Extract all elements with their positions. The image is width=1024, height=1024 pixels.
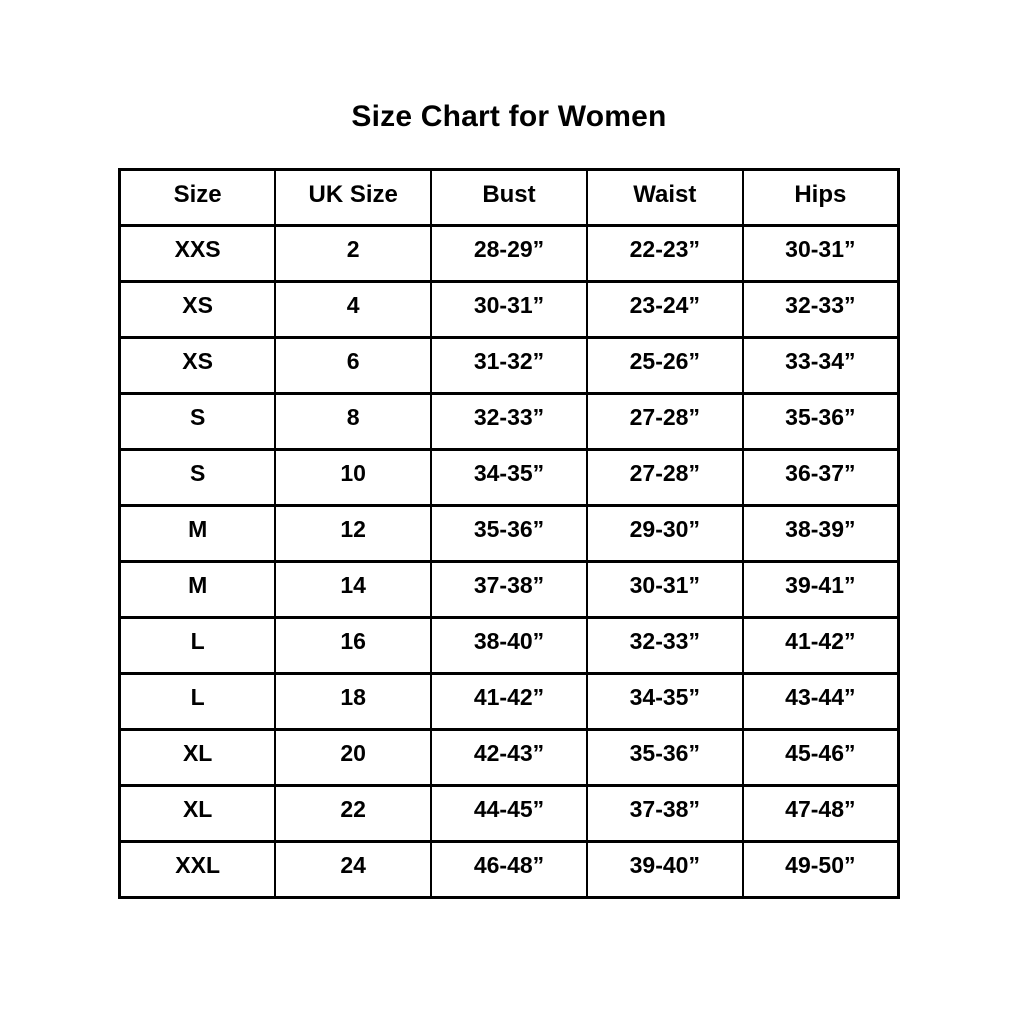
table-cell: 22-23” xyxy=(585,224,744,283)
table-cell: 45-46” xyxy=(741,728,900,787)
table-cell: XXS xyxy=(118,224,277,283)
table-cell: 30-31” xyxy=(585,560,744,619)
table-cell: 10 xyxy=(274,448,433,507)
table-cell: 32-33” xyxy=(430,392,588,451)
table-cell: 18 xyxy=(274,672,433,731)
table-cell: 34-35” xyxy=(585,672,744,731)
table-cell: 12 xyxy=(274,504,433,563)
header-cell-waist: Waist xyxy=(585,168,744,227)
table-cell: 14 xyxy=(274,560,433,619)
table-cell: 24 xyxy=(274,840,433,899)
table-cell: 37-38” xyxy=(430,560,588,619)
table-cell: 25-26” xyxy=(585,336,744,395)
table-cell: 32-33” xyxy=(741,280,900,339)
header-cell-hips: Hips xyxy=(741,168,900,227)
table-cell: 39-40” xyxy=(585,840,744,899)
table-cell: 41-42” xyxy=(741,616,900,675)
table-cell: 23-24” xyxy=(585,280,744,339)
table-cell: 6 xyxy=(274,336,433,395)
table-cell: XS xyxy=(118,280,277,339)
table-cell: 27-28” xyxy=(585,392,744,451)
table-cell: 47-48” xyxy=(741,784,900,843)
table-cell: M xyxy=(118,560,277,619)
size-chart-table: Size UK Size Bust Waist Hips XXS 2 28-29” 22-23… xyxy=(118,168,900,899)
table-row: XS 6 31-32” 25-26” 33-34” xyxy=(118,336,900,395)
table-row: XL 20 42-43” 35-36” 45-46” xyxy=(118,728,900,787)
table-header-row: Size UK Size Bust Waist Hips xyxy=(118,168,900,227)
header-cell-size: Size xyxy=(118,168,277,227)
table-cell: 27-28” xyxy=(585,448,744,507)
table-cell: XXL xyxy=(118,840,277,899)
table-cell: 30-31” xyxy=(741,224,900,283)
table-cell: S xyxy=(118,448,277,507)
size-chart-sheet: Size Chart for Women Size UK Size Bust Wais… xyxy=(118,0,900,899)
table-cell: 43-44” xyxy=(741,672,900,731)
table-cell: 38-39” xyxy=(741,504,900,563)
table-row: M 12 35-36” 29-30” 38-39” xyxy=(118,504,900,563)
table-row: XXS 2 28-29” 22-23” 30-31” xyxy=(118,224,900,283)
table-cell: L xyxy=(118,672,277,731)
table-cell: 41-42” xyxy=(430,672,588,731)
table-row: M 14 37-38” 30-31” 39-41” xyxy=(118,560,900,619)
table-cell: 2 xyxy=(274,224,433,283)
table-cell: 35-36” xyxy=(741,392,900,451)
table-cell: 44-45” xyxy=(430,784,588,843)
table-cell: 28-29” xyxy=(430,224,588,283)
header-cell-uk-size: UK Size xyxy=(274,168,433,227)
table-cell: 36-37” xyxy=(741,448,900,507)
table-row: L 16 38-40” 32-33” 41-42” xyxy=(118,616,900,675)
table-cell: 16 xyxy=(274,616,433,675)
table-cell: 34-35” xyxy=(430,448,588,507)
header-cell-bust: Bust xyxy=(430,168,588,227)
table-cell: XL xyxy=(118,728,277,787)
table-cell: 35-36” xyxy=(430,504,588,563)
table-cell: 33-34” xyxy=(741,336,900,395)
table-cell: XS xyxy=(118,336,277,395)
table-cell: 29-30” xyxy=(585,504,744,563)
table-cell: L xyxy=(118,616,277,675)
table-body: XXS 2 28-29” 22-23” 30-31” XS 4 30-31” 23-24” 32-… xyxy=(118,224,900,899)
table-cell: M xyxy=(118,504,277,563)
table-cell: XL xyxy=(118,784,277,843)
table-row: XS 4 30-31” 23-24” 32-33” xyxy=(118,280,900,339)
table-cell: 38-40” xyxy=(430,616,588,675)
table-cell: 22 xyxy=(274,784,433,843)
table-cell: 37-38” xyxy=(585,784,744,843)
table-cell: S xyxy=(118,392,277,451)
table-cell: 8 xyxy=(274,392,433,451)
table-head: Size UK Size Bust Waist Hips xyxy=(118,168,900,227)
table-cell: 4 xyxy=(274,280,433,339)
table-cell: 46-48” xyxy=(430,840,588,899)
table-cell: 39-41” xyxy=(741,560,900,619)
table-row: S 8 32-33” 27-28” 35-36” xyxy=(118,392,900,451)
table-cell: 30-31” xyxy=(430,280,588,339)
table-row: XL 22 44-45” 37-38” 47-48” xyxy=(118,784,900,843)
table-cell: 31-32” xyxy=(430,336,588,395)
table-row: S 10 34-35” 27-28” 36-37” xyxy=(118,448,900,507)
table-row: L 18 41-42” 34-35” 43-44” xyxy=(118,672,900,731)
table-cell: 20 xyxy=(274,728,433,787)
page-title: Size Chart for Women xyxy=(351,100,667,133)
table-cell: 32-33” xyxy=(585,616,744,675)
table-cell: 49-50” xyxy=(741,840,900,899)
table-cell: 35-36” xyxy=(585,728,744,787)
table-cell: 42-43” xyxy=(430,728,588,787)
table-row: XXL 24 46-48” 39-40” 49-50” xyxy=(118,840,900,899)
